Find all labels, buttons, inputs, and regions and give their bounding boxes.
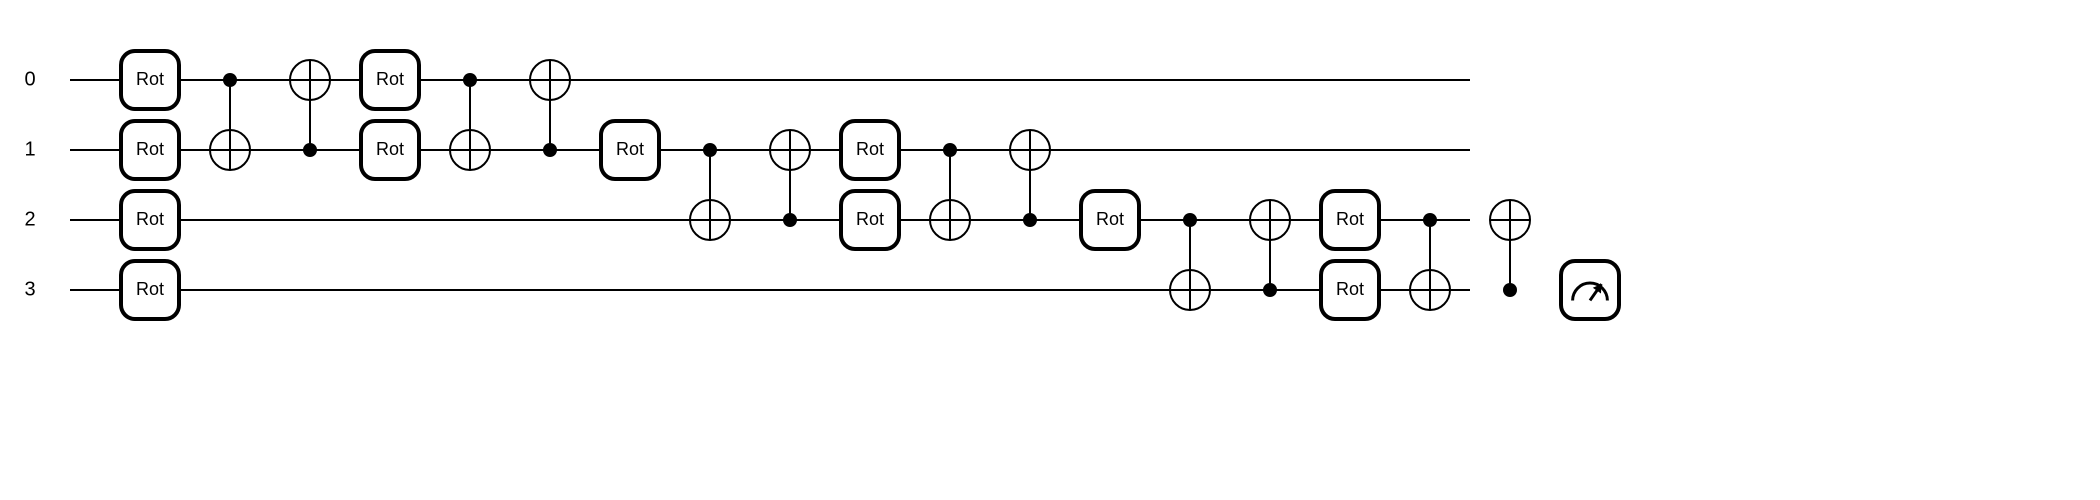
rot-gate: Rot [361, 121, 419, 179]
rot-gate: Rot [121, 51, 179, 109]
rot-gate: Rot [601, 121, 659, 179]
control-dot [1503, 283, 1517, 297]
quantum-circuit-diagram: 0 1 2 3 Rot Rot Rot Rot Rot Rot Rot Rot Rot Rot Rot Rot [0, 0, 2100, 500]
gate-label: Rot [136, 209, 164, 229]
control-dot [303, 143, 317, 157]
rot-gate: Rot [121, 261, 179, 319]
rot-gate: Rot [841, 191, 899, 249]
rot-gate: Rot [1321, 191, 1379, 249]
gate-label: Rot [1336, 279, 1364, 299]
control-dot [703, 143, 717, 157]
rot-gate: Rot [841, 121, 899, 179]
gate-label: Rot [1336, 209, 1364, 229]
gate-label: Rot [136, 139, 164, 159]
rot-gate: Rot [121, 121, 179, 179]
gate-label: Rot [1096, 209, 1124, 229]
control-dot [1263, 283, 1277, 297]
control-dot [783, 213, 797, 227]
control-dot [943, 143, 957, 157]
control-dot [1023, 213, 1037, 227]
gate-label: Rot [856, 139, 884, 159]
control-dot [223, 73, 237, 87]
gate-label: Rot [376, 69, 404, 89]
control-dot [463, 73, 477, 87]
control-dot [543, 143, 557, 157]
gate-label: Rot [856, 209, 884, 229]
rot-gate: Rot [361, 51, 419, 109]
qubit-label: 2 [24, 208, 35, 230]
gate-label: Rot [616, 139, 644, 159]
control-dot [1423, 213, 1437, 227]
rot-gate: Rot [121, 191, 179, 249]
gate-label: Rot [136, 279, 164, 299]
measure-gate [1561, 261, 1619, 319]
rot-gate: Rot [1081, 191, 1139, 249]
qubit-label: 0 [24, 68, 35, 90]
gate-label: Rot [376, 139, 404, 159]
control-dot [1183, 213, 1197, 227]
rot-gate: Rot [1321, 261, 1379, 319]
gate-label: Rot [136, 69, 164, 89]
qubit-label: 1 [24, 138, 35, 160]
qubit-label: 3 [24, 278, 35, 300]
